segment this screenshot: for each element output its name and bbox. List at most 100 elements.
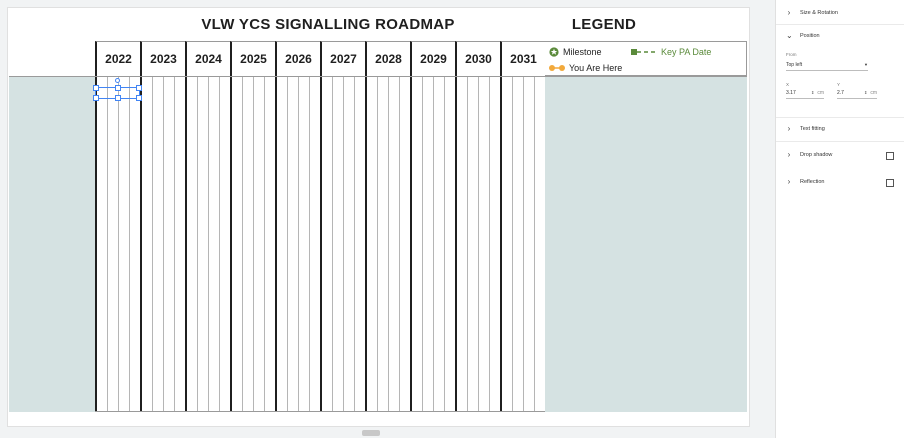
year-header-2023[interactable]: 2023 xyxy=(140,41,185,76)
year-column-2024[interactable] xyxy=(185,77,230,411)
year-header-2025[interactable]: 2025 xyxy=(230,41,275,76)
period-column xyxy=(163,77,174,411)
legend-milestone: Milestone xyxy=(549,47,602,57)
period-column xyxy=(298,77,309,411)
chevron-right-icon: › xyxy=(787,8,791,17)
right-legend-band[interactable] xyxy=(545,76,747,412)
period-column xyxy=(433,77,444,411)
year-column-2030[interactable] xyxy=(455,77,500,411)
year-header-2026[interactable]: 2026 xyxy=(275,41,320,76)
stepper-icon: ⇕ xyxy=(810,90,815,95)
scroll-indicator[interactable] xyxy=(362,430,380,436)
resize-handle[interactable] xyxy=(93,95,99,101)
resize-handle[interactable] xyxy=(136,85,142,91)
section-position-label: Position xyxy=(800,32,820,39)
period-column xyxy=(467,77,478,411)
from-dropdown[interactable]: Top left ▼ xyxy=(786,59,868,71)
stepper-icon: ⇕ xyxy=(863,90,868,95)
resize-handle[interactable] xyxy=(93,85,99,91)
resize-handle[interactable] xyxy=(115,95,121,101)
period-column xyxy=(232,77,242,411)
divider xyxy=(776,24,904,25)
year-column-2025[interactable] xyxy=(230,77,275,411)
year-column-2026[interactable] xyxy=(275,77,320,411)
legend-box[interactable]: Milestone You Are Here Key PA Date xyxy=(545,41,747,76)
period-column xyxy=(512,77,523,411)
period-column xyxy=(534,77,545,411)
year-column-2031[interactable] xyxy=(500,77,545,411)
period-column xyxy=(219,77,230,411)
period-column xyxy=(264,77,275,411)
year-header-2022[interactable]: 2022 xyxy=(95,41,140,76)
period-column xyxy=(118,77,129,411)
year-column-2027[interactable] xyxy=(320,77,365,411)
selected-shape[interactable] xyxy=(93,78,142,101)
legend-key-pa-date-label: Key PA Date xyxy=(661,47,712,57)
x-position-input[interactable]: 3.17 ⇕ cm xyxy=(786,87,824,99)
left-label-band[interactable] xyxy=(9,76,95,412)
year-column-2029[interactable] xyxy=(410,77,455,411)
section-text-fitting[interactable]: › Text fitting xyxy=(786,124,896,133)
year-header-2029[interactable]: 2029 xyxy=(410,41,455,76)
period-column xyxy=(142,77,152,411)
legend-you-are-here: You Are Here xyxy=(549,63,622,73)
section-size-rotation[interactable]: › Size & Rotation xyxy=(786,8,896,17)
resize-handle[interactable] xyxy=(115,85,121,91)
period-column xyxy=(412,77,422,411)
period-column xyxy=(287,77,298,411)
period-column xyxy=(208,77,219,411)
period-column xyxy=(343,77,354,411)
period-column xyxy=(97,77,107,411)
year-column-2028[interactable] xyxy=(365,77,410,411)
period-column xyxy=(242,77,253,411)
y-position-input[interactable]: 2.7 ⇕ cm xyxy=(837,87,877,99)
legend-you-are-here-label: You Are Here xyxy=(569,63,623,73)
year-header-row: 2022 2023 2024 2025 2026 2027 2028 2029 2030 2031 xyxy=(95,41,545,76)
period-column xyxy=(523,77,534,411)
reflection-checkbox[interactable] xyxy=(886,179,894,187)
chevron-right-icon: › xyxy=(787,177,791,186)
period-column xyxy=(457,77,467,411)
year-header-2030[interactable]: 2030 xyxy=(455,41,500,76)
timeline-grid[interactable] xyxy=(95,76,545,412)
year-header-2028[interactable]: 2028 xyxy=(365,41,410,76)
legend-title[interactable]: LEGEND xyxy=(571,16,637,33)
you-are-here-icon xyxy=(549,65,565,71)
x-value: 3.17 xyxy=(786,89,796,96)
section-text-fitting-label: Text fitting xyxy=(800,125,825,132)
period-column xyxy=(309,77,320,411)
canvas-area: VLW YCS SIGNALLING ROADMAP LEGEND 2022 20… xyxy=(8,8,749,436)
period-column xyxy=(152,77,163,411)
section-drop-shadow[interactable]: › Drop shadow xyxy=(786,150,896,159)
period-column xyxy=(422,77,433,411)
legend-milestone-label: Milestone xyxy=(563,47,602,57)
period-column xyxy=(502,77,512,411)
year-header-2027[interactable]: 2027 xyxy=(320,41,365,76)
period-column xyxy=(377,77,388,411)
section-drop-shadow-label: Drop shadow xyxy=(800,151,833,158)
drop-shadow-checkbox[interactable] xyxy=(886,152,894,160)
chevron-right-icon: › xyxy=(787,124,791,133)
period-column xyxy=(444,77,455,411)
dropdown-arrow-icon: ▼ xyxy=(864,62,868,67)
legend-key-pa-date: Key PA Date xyxy=(631,47,711,57)
period-column xyxy=(277,77,287,411)
key-pa-date-icon xyxy=(631,49,657,55)
year-column-2023[interactable] xyxy=(140,77,185,411)
resize-handle[interactable] xyxy=(136,95,142,101)
period-column xyxy=(174,77,185,411)
period-column xyxy=(399,77,410,411)
from-label: From xyxy=(786,52,797,57)
year-header-2031[interactable]: 2031 xyxy=(500,41,545,76)
from-value: Top left xyxy=(786,61,803,68)
rotate-handle[interactable] xyxy=(115,78,120,83)
year-header-2024[interactable]: 2024 xyxy=(185,41,230,76)
period-column xyxy=(354,77,365,411)
section-position[interactable]: ⌄ Position xyxy=(786,31,896,40)
chevron-down-icon: ⌄ xyxy=(786,31,793,40)
y-label: Y xyxy=(837,82,841,87)
year-column-2022[interactable] xyxy=(95,77,140,411)
slide[interactable]: VLW YCS SIGNALLING ROADMAP LEGEND 2022 20… xyxy=(8,8,749,426)
section-reflection[interactable]: › Reflection xyxy=(786,177,896,186)
slide-title[interactable]: VLW YCS SIGNALLING ROADMAP xyxy=(201,16,455,33)
